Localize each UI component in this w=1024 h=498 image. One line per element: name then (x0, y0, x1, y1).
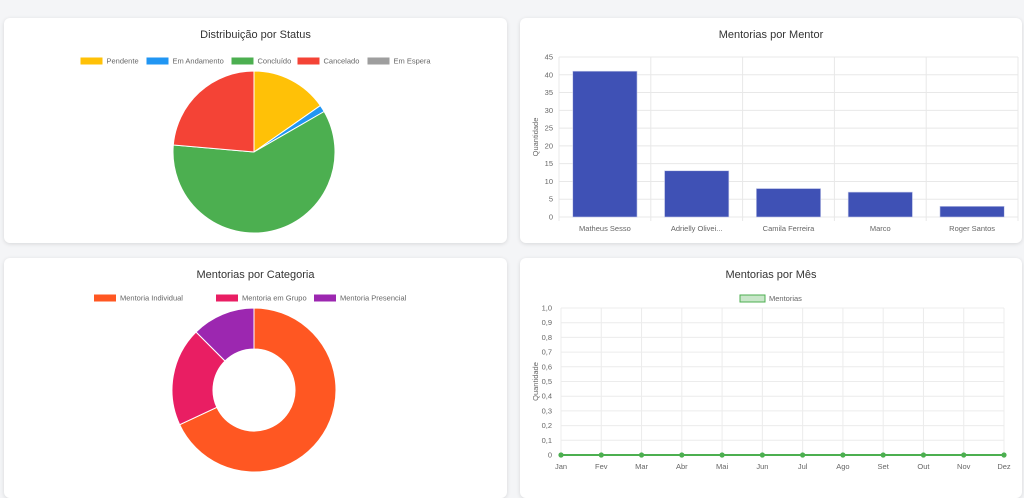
mentor-chart-title: Mentorias por Mentor (718, 29, 824, 41)
x-tick-label: Nov (957, 462, 971, 471)
y-tick-label: 25 (545, 124, 553, 133)
legend-swatch (297, 57, 320, 65)
charts-canvas: Pendente Em Andamento Concluído Cancelado Em… (80, 53, 1019, 473)
data-point[interactable] (1001, 452, 1007, 458)
slice-mentoria-individual[interactable] (179, 307, 337, 473)
x-tick-label: Marco (870, 224, 891, 233)
slice-conclu-do[interactable] (172, 110, 336, 234)
legend-label: Em Espera (394, 57, 432, 66)
legend-swatch (367, 57, 390, 65)
data-point[interactable] (880, 452, 886, 458)
bar[interactable] (847, 191, 913, 218)
y-tick-label: 0,7 (542, 348, 552, 357)
bar[interactable] (664, 170, 730, 218)
legend-item[interactable]: Mentoria Individual (94, 294, 183, 303)
legend-swatch (216, 294, 238, 302)
y-tick-label: 0,1 (542, 436, 552, 445)
legend-label: Em Andamento (173, 57, 224, 66)
x-tick-label: Mai (716, 462, 728, 471)
slice-mentoria-presencial[interactable] (195, 307, 255, 362)
data-point[interactable] (800, 452, 806, 458)
legend-label: Mentoria Individual (120, 294, 183, 303)
legend-swatch (314, 294, 336, 302)
legend-label: Mentorias (769, 294, 802, 303)
y-tick-label: 0,3 (542, 406, 552, 415)
legend-swatch (739, 294, 766, 303)
y-tick-label: 0,5 (542, 377, 552, 386)
legend-swatch (94, 294, 116, 302)
month-chart-title: Mentorias por Mês (725, 269, 817, 281)
y-tick-label: 40 (545, 70, 553, 79)
data-point[interactable] (920, 452, 927, 458)
legend-label: Concluído (258, 57, 292, 66)
x-tick-label: Camila Ferreira (763, 224, 816, 233)
bar[interactable] (939, 206, 1005, 218)
legend-label: Mentoria em Grupo (242, 294, 307, 303)
data-point[interactable] (598, 452, 604, 458)
x-tick-label: Out (917, 462, 930, 471)
y-tick-label: 30 (545, 106, 553, 115)
slice-cancelado[interactable] (172, 70, 255, 153)
y-tick-label: 0,2 (542, 421, 552, 430)
y-tick-label: 0,6 (542, 362, 552, 371)
x-tick-label: Ago (836, 462, 849, 471)
legend-item[interactable]: Cancelado (297, 57, 360, 66)
data-point[interactable] (679, 452, 685, 458)
legend-label: Cancelado (324, 57, 360, 66)
x-tick-label: Matheus Sesso (579, 224, 631, 233)
legend-item[interactable]: Mentoria Presencial (314, 294, 407, 303)
legend-label: Mentoria Presencial (340, 294, 407, 303)
y-tick-label: 10 (545, 177, 553, 186)
slice-pendente[interactable] (253, 70, 322, 153)
x-tick-label: Jun (756, 462, 768, 471)
x-tick-label: Set (878, 462, 890, 471)
legend-swatch (146, 57, 169, 65)
y-tick-label: 5 (549, 195, 553, 204)
y-axis-label: Quantidade (531, 118, 540, 157)
legend-item[interactable]: Mentoria em Grupo (216, 294, 307, 303)
bar[interactable] (756, 188, 821, 218)
data-point[interactable] (961, 452, 967, 458)
legend-swatch (231, 57, 254, 65)
x-tick-label: Jan (555, 462, 567, 471)
data-point[interactable] (719, 452, 725, 458)
y-tick-label: 45 (545, 53, 553, 62)
data-point[interactable] (558, 452, 564, 458)
y-tick-label: 1,0 (542, 304, 552, 313)
y-tick-label: 0,4 (542, 392, 552, 401)
bar[interactable] (572, 70, 638, 218)
legend-label: Pendente (107, 57, 139, 66)
y-tick-label: 0,9 (542, 318, 552, 327)
x-tick-label: Adrielly Olivei... (671, 224, 723, 233)
legend-item[interactable]: Em Andamento (146, 57, 224, 66)
legend-swatch (80, 57, 103, 65)
data-point[interactable] (759, 452, 765, 458)
x-tick-label: Fev (595, 462, 608, 471)
data-point[interactable] (638, 452, 645, 458)
legend-item[interactable]: Concluído (231, 57, 292, 66)
y-tick-label: 0 (549, 213, 553, 222)
legend-item[interactable]: Mentorias (739, 294, 802, 303)
status-chart-title: Distribuição por Status (200, 29, 311, 41)
y-tick-label: 20 (545, 141, 553, 150)
y-tick-label: 0,8 (542, 333, 552, 342)
legend-item[interactable]: Em Espera (367, 57, 432, 66)
category-chart-title: Mentorias por Categoria (196, 269, 315, 281)
x-tick-label: Abr (676, 462, 688, 471)
x-tick-label: Mar (635, 462, 648, 471)
x-tick-label: Roger Santos (949, 224, 995, 233)
y-tick-label: 35 (545, 88, 553, 97)
y-tick-label: 0 (548, 451, 552, 460)
x-tick-label: Jul (798, 462, 808, 471)
legend-item[interactable]: Pendente (80, 57, 139, 66)
y-tick-label: 15 (545, 159, 553, 168)
month-chart-card: Mentorias por Mês (520, 258, 1022, 498)
x-tick-label: Dez (997, 462, 1011, 471)
data-point[interactable] (840, 452, 846, 458)
y-axis-label: Quantidade (531, 362, 540, 401)
